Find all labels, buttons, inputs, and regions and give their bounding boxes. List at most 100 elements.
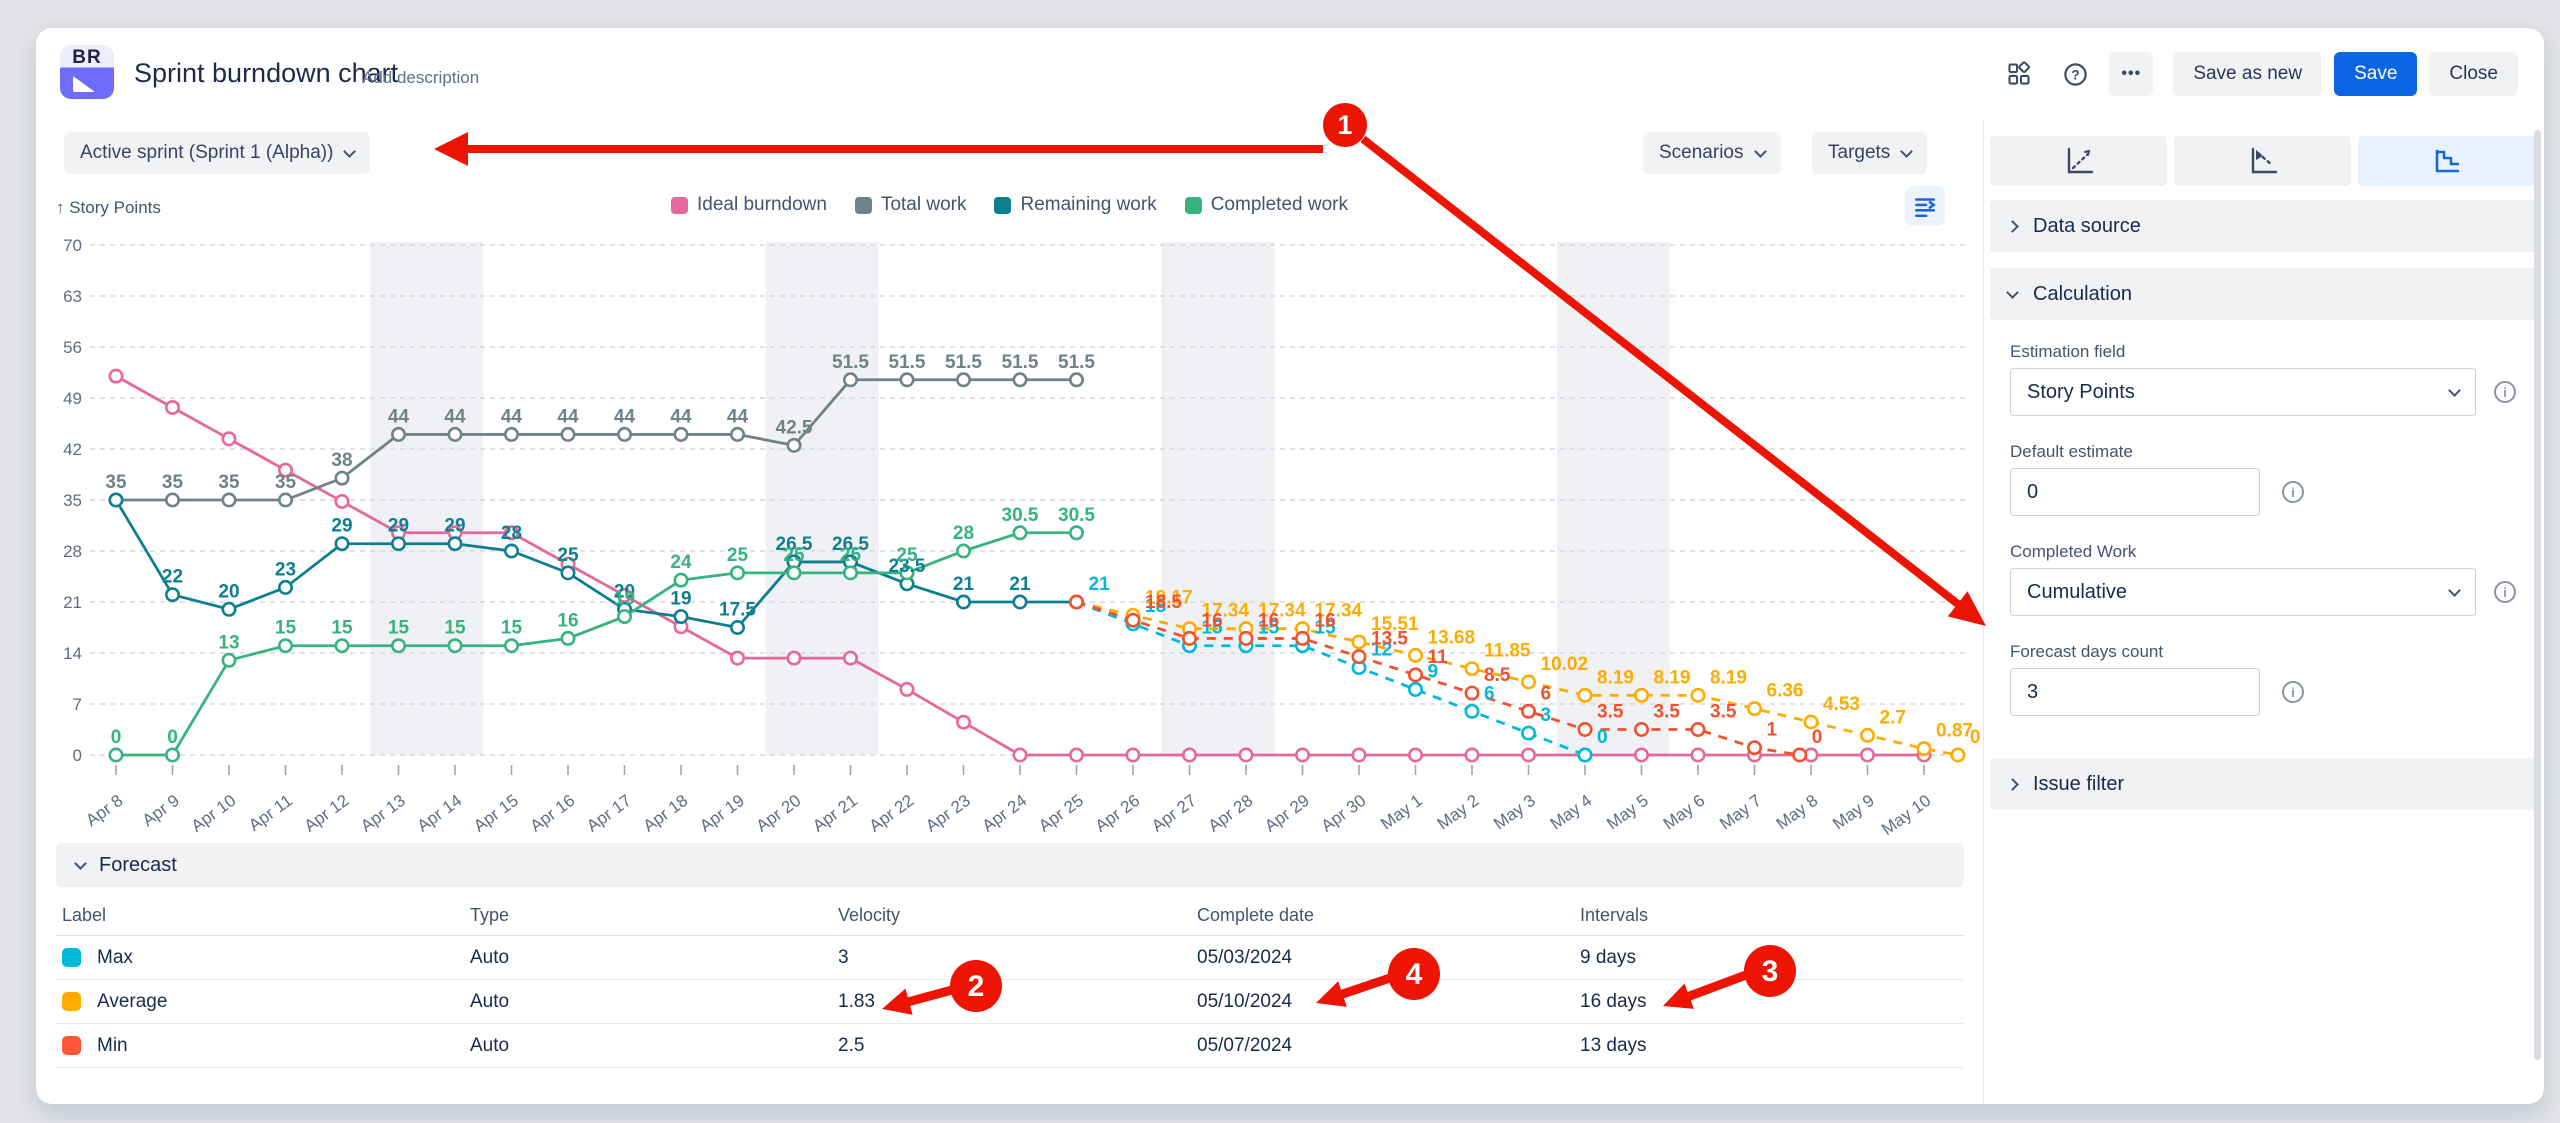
x-tick-label: Apr 14 <box>414 791 466 836</box>
data-point-label: 0 <box>1970 727 1981 748</box>
legend-label: Completed work <box>1210 194 1348 215</box>
data-point-label: 16 <box>557 610 578 631</box>
data-point-label: 25 <box>840 545 862 566</box>
legend-label: Total work <box>880 194 967 215</box>
col-label: Label <box>62 905 107 925</box>
legend-item-ideal: Ideal burndown <box>671 194 827 216</box>
burndown-chart: 0 7 14 21 28 35 42 49 56 63 70 Apr 8 Apr 9 Apr 10 Apr … <box>36 224 1983 868</box>
sprint-selector-value: Active sprint (Sprint 1 (Alpha)) <box>80 142 334 163</box>
data-point-label: 15 <box>1202 618 1224 639</box>
legend-item-remaining: Remaining work <box>994 194 1157 216</box>
data-point-label: 15 <box>1258 618 1280 639</box>
data-point-label: 15 <box>275 618 297 639</box>
more-actions-button[interactable]: ••• <box>2109 52 2154 96</box>
chart-legend: Ideal burndown Total work Remaining work… <box>36 194 1983 216</box>
col-type: Type <box>470 905 510 925</box>
y-axis-title: ↑ Story Points <box>56 198 161 217</box>
scenarios-dropdown[interactable]: Scenarios <box>1643 132 1781 174</box>
info-icon[interactable]: i <box>2282 681 2304 703</box>
data-point-label: 16 <box>1315 610 1336 631</box>
data-point-label: 8.19 <box>1710 667 1747 688</box>
x-tick-label: Apr 19 <box>696 791 748 836</box>
row-complete-date: 05/03/2024 <box>1197 946 1293 968</box>
data-point-label: 23 <box>275 559 296 580</box>
default-estimate-input[interactable]: 0 <box>2010 468 2260 516</box>
x-tick-label: Apr 27 <box>1148 791 1200 836</box>
row-type: Auto <box>470 1034 510 1056</box>
help-icon[interactable]: ? <box>2053 52 2097 96</box>
section-issue-filter[interactable]: Issue filter <box>1990 758 2538 810</box>
info-icon[interactable]: i <box>2494 381 2516 403</box>
tab-burnup-chart[interactable] <box>1990 136 2167 186</box>
data-point-label: 51.5 <box>1058 352 1095 373</box>
chart-details-icon[interactable] <box>1905 186 1945 226</box>
data-point-label: 35 <box>105 472 127 493</box>
x-tick-label: Apr 22 <box>866 791 918 836</box>
targets-dropdown[interactable]: Targets <box>1812 132 1928 174</box>
info-icon[interactable]: i <box>2282 481 2304 503</box>
x-tick-label: May 7 <box>1716 791 1765 834</box>
data-point-label: 15 <box>501 618 523 639</box>
forecast-days-count-input[interactable]: 3 <box>2010 668 2260 716</box>
data-point-label: 1 <box>1767 720 1778 741</box>
col-complete-date: Complete date <box>1197 905 1315 925</box>
section-calculation[interactable]: Calculation <box>1990 268 2538 320</box>
data-point-label: 0 <box>111 727 122 748</box>
series-color-swatch <box>62 992 81 1011</box>
forecast-table-row[interactable]: Average Auto 1.83 05/10/2024 16 days <box>56 980 1964 1024</box>
row-velocity: 3 <box>838 946 849 968</box>
data-point-label: 6 <box>1541 683 1552 704</box>
add-description-link[interactable]: Add description <box>362 68 480 87</box>
legend-swatch-completed <box>1184 196 1202 214</box>
close-button[interactable]: Close <box>2429 52 2518 96</box>
svg-text:?: ? <box>2071 67 2079 82</box>
section-data-source[interactable]: Data source <box>1990 200 2538 252</box>
forecast-table-row[interactable]: Min Auto 2.5 05/07/2024 13 days <box>56 1024 1964 1068</box>
row-intervals: 16 days <box>1580 990 1647 1012</box>
estimation-field-select[interactable]: Story Points <box>2010 368 2476 416</box>
data-point-label: 19.17 <box>1145 587 1193 608</box>
data-point-label: 16 <box>1258 610 1279 631</box>
data-point-label: 19 <box>614 589 635 610</box>
completed-work-select[interactable]: Cumulative <box>2010 568 2476 616</box>
sprint-selector-dropdown[interactable]: Active sprint (Sprint 1 (Alpha)) <box>64 132 371 174</box>
forecast-section-title: Forecast <box>99 853 177 876</box>
estimation-field-label: Estimation field <box>2010 342 2126 361</box>
save-as-new-button[interactable]: Save as new <box>2173 52 2323 96</box>
x-tick-label: May 10 <box>1878 791 1934 839</box>
data-point-label: 15 <box>388 618 410 639</box>
settings-sidebar: Data source Calculation Estimation field… <box>1983 120 2544 1104</box>
app-window: BR Sprint burndown chart Add description… <box>36 28 2544 1104</box>
section-title: Issue filter <box>2033 772 2125 795</box>
chevron-right-icon <box>2006 777 2019 791</box>
y-tick-label: 21 <box>63 593 82 612</box>
legend-item-completed: Completed work <box>1184 194 1348 216</box>
estimation-field-value: Story Points <box>2027 380 2135 403</box>
save-button[interactable]: Save <box>2334 52 2418 96</box>
apps-grid-icon[interactable] <box>1997 52 2041 96</box>
data-point-label: 3.5 <box>1597 702 1624 723</box>
x-tick-label: Apr 24 <box>979 791 1031 836</box>
forecast-table-row[interactable]: Max Auto 3 05/03/2024 9 days <box>56 936 1964 980</box>
data-point-label: 3 <box>1541 705 1552 726</box>
data-point-label: 20 <box>614 581 635 602</box>
data-point-label: 6 <box>1484 683 1495 704</box>
data-point-label: 23.5 <box>889 556 926 577</box>
row-velocity: 2.5 <box>838 1034 865 1056</box>
x-tick-label: Apr 12 <box>301 791 353 836</box>
row-label: Max <box>97 946 133 968</box>
tab-burndown-select-chart[interactable] <box>2174 136 2351 186</box>
data-point-label: 44 <box>444 406 466 427</box>
x-tick-label: May 4 <box>1547 791 1596 834</box>
tab-step-area-chart[interactable] <box>2358 136 2535 186</box>
row-intervals: 9 days <box>1580 946 1636 968</box>
data-point-label: 16 <box>1202 610 1223 631</box>
forecast-section-header[interactable]: Forecast <box>56 843 1964 887</box>
sidebar-scrollbar[interactable] <box>2534 130 2541 1060</box>
info-icon[interactable]: i <box>2494 581 2516 603</box>
data-point-label: 0 <box>1812 727 1823 748</box>
data-point-label: 8.5 <box>1484 665 1511 686</box>
forecast-days-count-value: 3 <box>2027 680 2039 703</box>
chevron-down-icon <box>2448 583 2461 597</box>
